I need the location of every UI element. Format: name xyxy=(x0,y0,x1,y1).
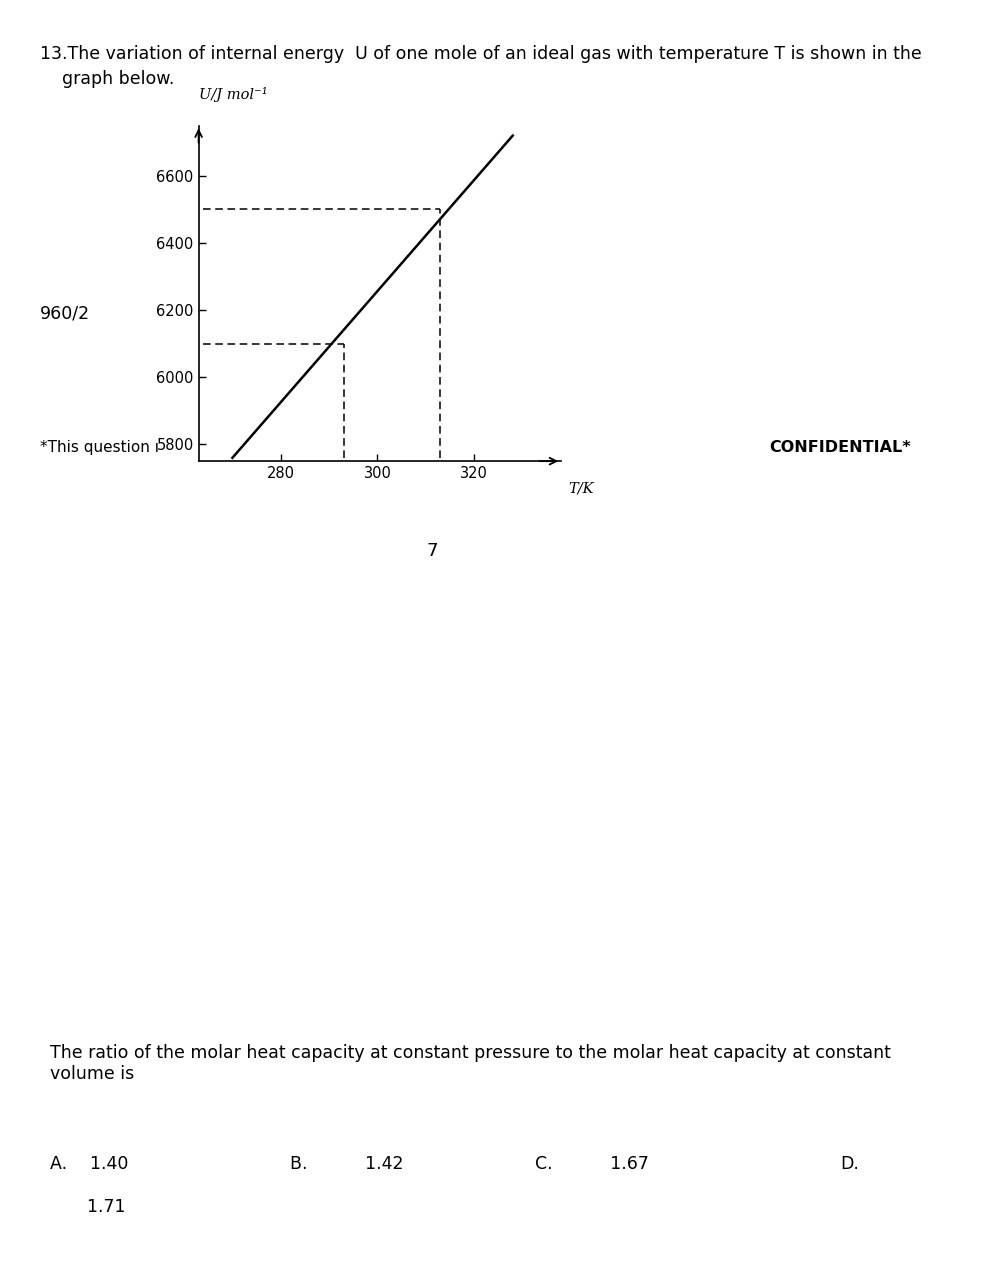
Text: The ratio of the molar heat capacity at constant pressure to the molar heat capa: The ratio of the molar heat capacity at … xyxy=(50,1044,891,1082)
Text: C.    1.67: C. 1.67 xyxy=(535,1155,649,1173)
Text: D.: D. xyxy=(840,1155,859,1173)
Text: T/K: T/K xyxy=(568,482,594,496)
Text: 7: 7 xyxy=(426,542,438,560)
Text: 960/2: 960/2 xyxy=(40,305,89,323)
Text: B.    1.42: B. 1.42 xyxy=(290,1155,403,1173)
Text: graph below.: graph below. xyxy=(40,70,174,88)
Text: 13.The variation of internal energy  U of one mole of an ideal gas with temperat: 13.The variation of internal energy U of… xyxy=(40,45,922,63)
Text: *This question ı: *This question ı xyxy=(40,439,159,455)
Text: CONFIDENTIAL*: CONFIDENTIAL* xyxy=(770,439,912,455)
Text: A.  1.40: A. 1.40 xyxy=(50,1155,128,1173)
Text: 1.71: 1.71 xyxy=(65,1198,125,1216)
Text: U/J mol⁻¹: U/J mol⁻¹ xyxy=(199,87,267,102)
